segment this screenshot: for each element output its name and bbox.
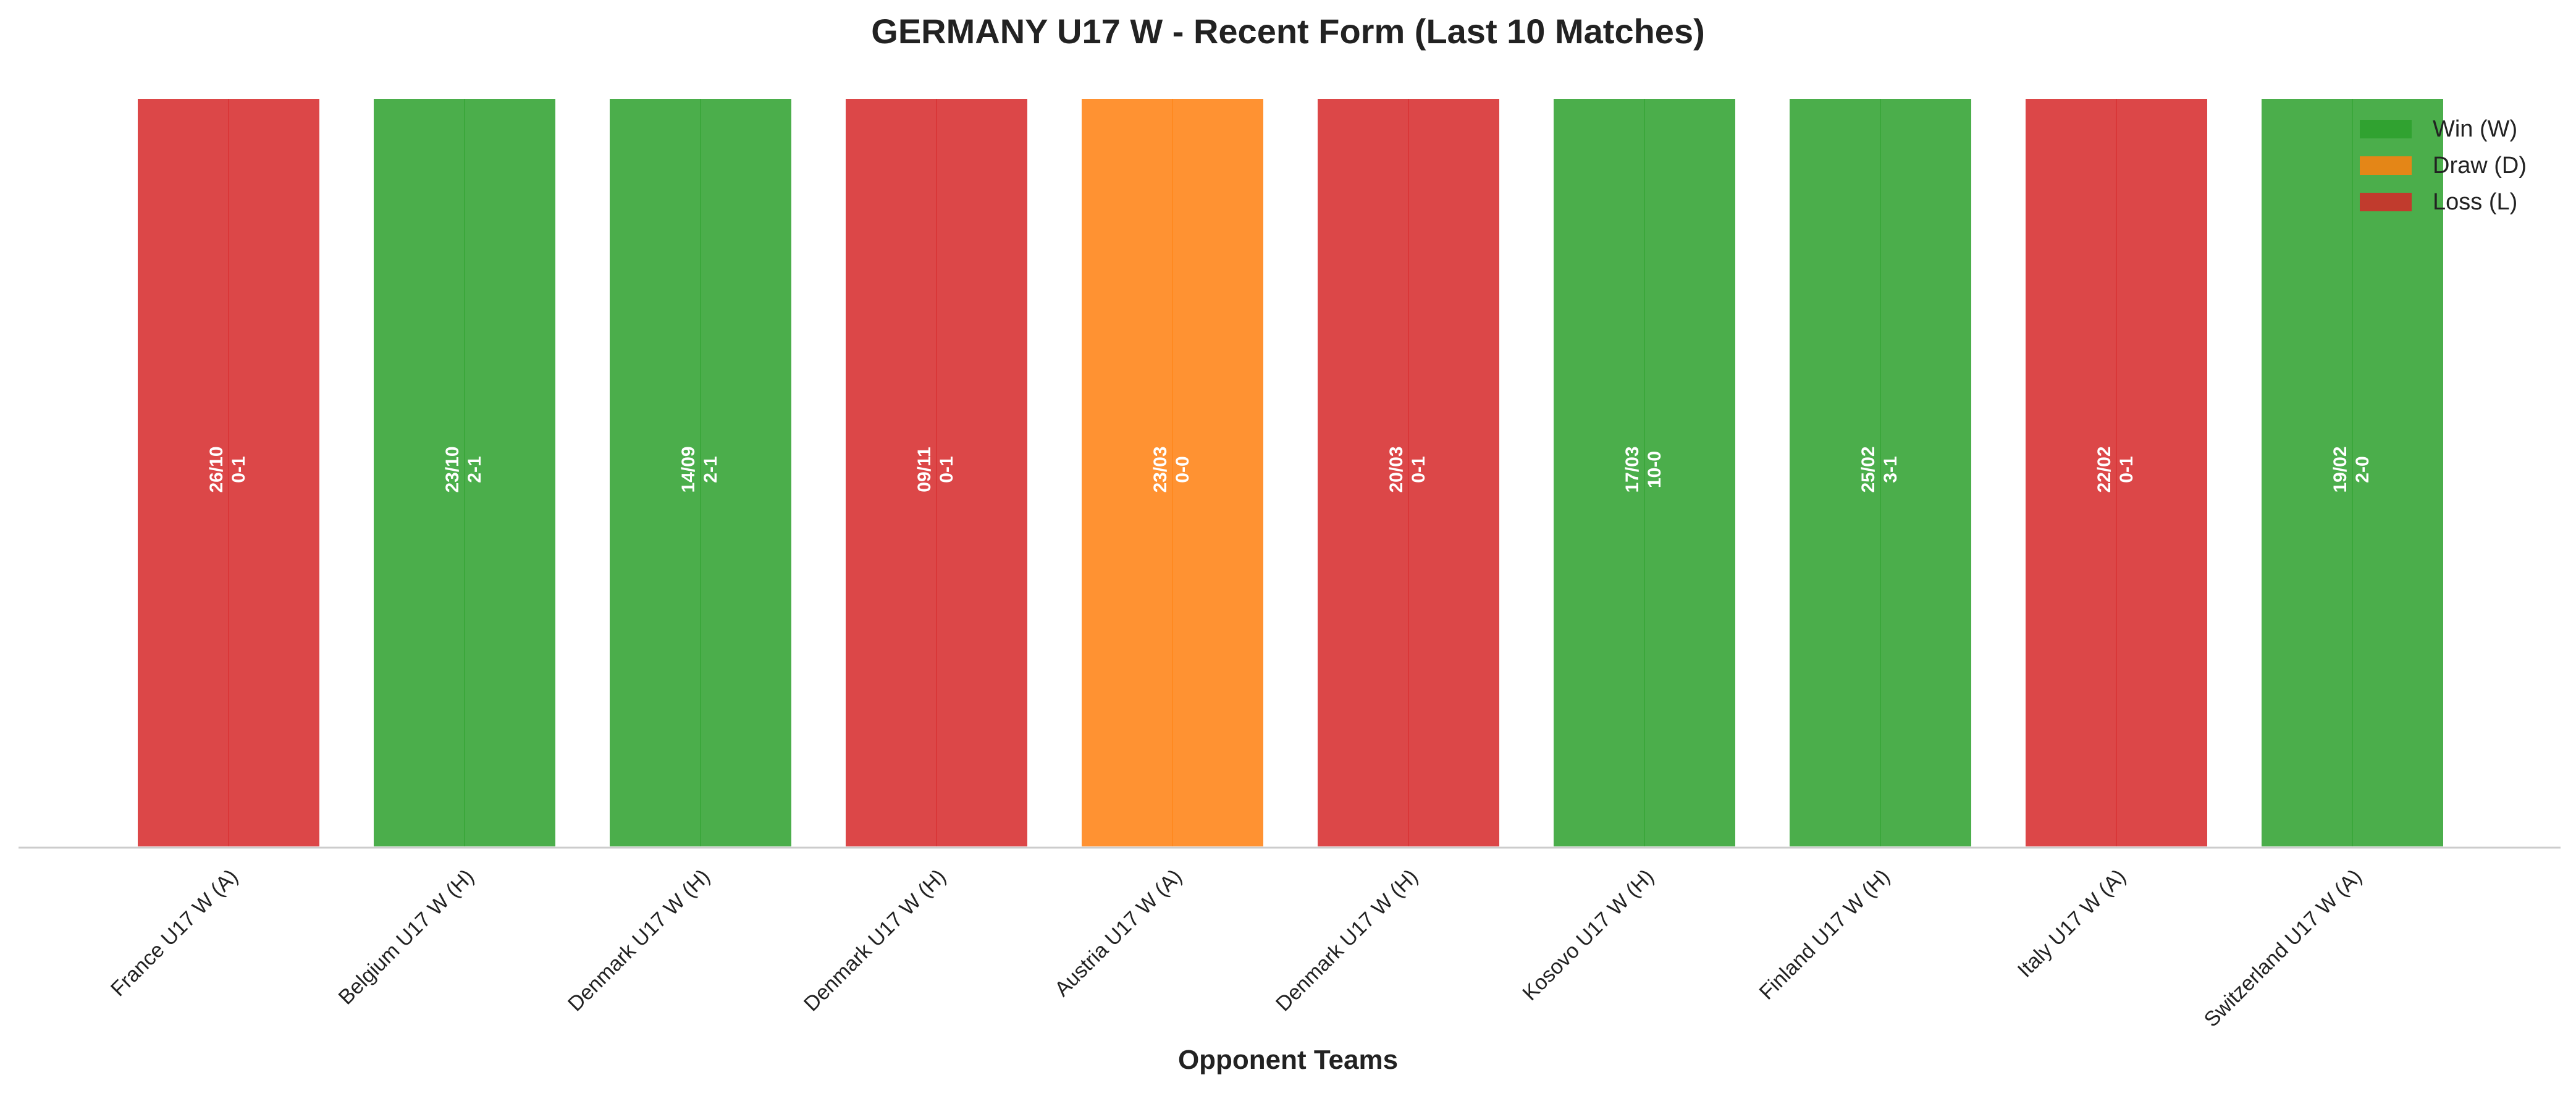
bar-date-label: 22/02 — [2094, 446, 2115, 492]
legend-swatch-w — [2360, 120, 2412, 138]
bar-date-label: 19/02 — [2330, 446, 2351, 492]
bar-score-label: 0-1 — [937, 456, 957, 483]
legend: Win (W) Draw (D) Loss (L) — [2360, 116, 2527, 215]
x-tick-label: Finland U17 W (H) — [1755, 865, 1895, 1005]
bar-score-label: 3-1 — [1880, 456, 1901, 483]
x-tick-label: Austria U17 W (A) — [1050, 865, 1187, 1001]
x-tick-label: Switzerland U17 W (A) — [2200, 865, 2367, 1032]
x-tick-labels: France U17 W (A) Belgium U17 W (H) Denmark… — [106, 865, 2367, 1032]
x-tick-label: Italy U17 W (A) — [2013, 865, 2131, 982]
legend-label-l: Loss (L) — [2433, 189, 2517, 215]
bar-score-label: 0-1 — [229, 456, 249, 483]
x-tick-label: Denmark U17 W (H) — [1271, 865, 1423, 1016]
legend-swatch-d — [2360, 156, 2412, 175]
x-tick-label: Denmark U17 W (H) — [799, 865, 951, 1016]
x-tick-label: Kosovo U17 W (H) — [1518, 865, 1658, 1005]
bar-date-label: 25/02 — [1858, 446, 1879, 492]
x-tick-label: Denmark U17 W (H) — [563, 865, 715, 1016]
legend-swatch-l — [2360, 193, 2412, 211]
x-axis-label: Opponent Teams — [1178, 1045, 1398, 1075]
bar-date-label: 20/03 — [1386, 446, 1407, 492]
bar-score-label: 2-0 — [2352, 456, 2373, 483]
bars-layer: 26/10 0-1 23/10 2-1 14/09 2-1 09/11 0-1 23/03 0-0… — [135, 96, 2446, 849]
bar-score-label: 2-1 — [701, 456, 721, 483]
bar-date-label: 09/11 — [914, 447, 935, 492]
bar-date-label: 14/09 — [678, 446, 699, 492]
bar-score-label: 0-0 — [1172, 456, 1193, 483]
bar-score-label: 0-1 — [2116, 456, 2137, 483]
bar-score-label: 2-1 — [465, 456, 485, 483]
bar-score-label: 0-1 — [1408, 456, 1429, 483]
x-tick-label: Belgium U17 W (H) — [334, 865, 479, 1010]
bar-date-label: 17/03 — [1622, 446, 1643, 492]
chart-title: GERMANY U17 W - Recent Form (Last 10 Mat… — [871, 12, 1704, 51]
bar-score-label: 10-0 — [1644, 451, 1665, 488]
x-tick-label: France U17 W (A) — [106, 865, 243, 1001]
legend-label-w: Win (W) — [2433, 116, 2517, 142]
bar-date-label: 26/10 — [206, 446, 227, 492]
bar-date-label: 23/10 — [442, 446, 463, 492]
legend-label-d: Draw (D) — [2433, 153, 2527, 179]
bar-date-label: 23/03 — [1150, 446, 1171, 492]
